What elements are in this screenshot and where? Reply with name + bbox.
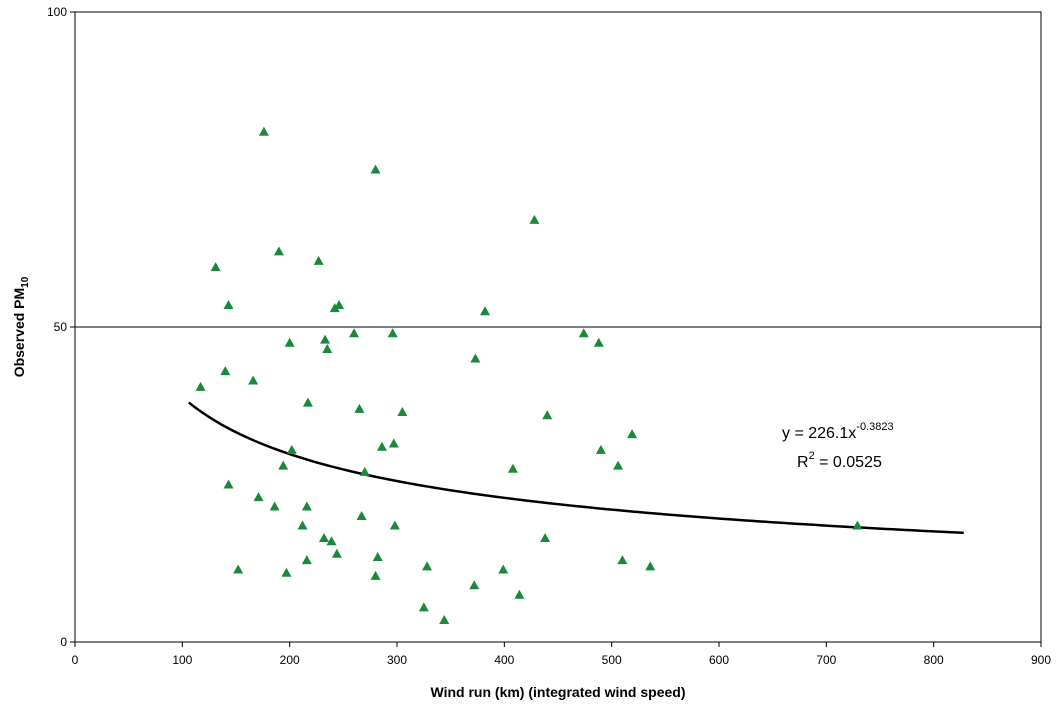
- data-point: [286, 444, 297, 454]
- data-point: [281, 567, 292, 577]
- data-point: [210, 262, 221, 272]
- data-point: [852, 520, 863, 530]
- x-tick-label: 800: [924, 653, 944, 667]
- data-point: [334, 299, 345, 309]
- data-point: [470, 353, 481, 363]
- data-point: [595, 444, 606, 454]
- x-tick-label: 400: [494, 653, 514, 667]
- data-point: [359, 466, 370, 476]
- y-tick-label: 0: [60, 635, 67, 649]
- data-point: [540, 533, 551, 543]
- x-tick-label: 600: [709, 653, 729, 667]
- data-point: [627, 429, 638, 439]
- data-point: [322, 344, 333, 354]
- data-point: [273, 246, 284, 256]
- data-point: [356, 511, 367, 520]
- data-point: [320, 334, 331, 344]
- y-tick-label: 100: [47, 5, 67, 19]
- r2-exponent: 2: [809, 450, 815, 462]
- data-point: [349, 328, 360, 338]
- data-point: [480, 306, 491, 316]
- data-point: [223, 299, 234, 309]
- x-tick-label: 100: [172, 653, 192, 667]
- data-point: [617, 555, 628, 565]
- data-point: [370, 164, 381, 174]
- trendline-r-squared: R2 = 0.0525: [797, 450, 882, 471]
- data-point: [301, 501, 312, 511]
- equation-base: y = 226.1x: [782, 425, 856, 442]
- data-point: [542, 410, 553, 420]
- x-axis-title: Wind run (km) (integrated wind speed): [431, 684, 686, 700]
- data-point: [388, 438, 399, 448]
- data-point: [507, 463, 518, 473]
- x-tick-label: 0: [72, 653, 79, 667]
- data-point: [387, 328, 398, 338]
- data-point: [469, 580, 480, 590]
- y-axis-title-main: Observed PM: [11, 288, 27, 377]
- data-point: [253, 492, 264, 502]
- trendline-equation: y = 226.1x-0.3823: [782, 421, 894, 442]
- data-point: [278, 460, 289, 470]
- x-tick-label: 300: [387, 653, 407, 667]
- data-point: [439, 614, 450, 624]
- data-point: [389, 520, 400, 530]
- data-point: [319, 533, 330, 543]
- y-axis-ticks: 0 50 100: [47, 5, 75, 649]
- data-point: [297, 520, 308, 530]
- data-point: [354, 403, 365, 413]
- data-point: [302, 397, 313, 407]
- power-trendline: [188, 401, 964, 535]
- data-point: [329, 303, 340, 313]
- data-point: [593, 337, 604, 347]
- data-point: [331, 548, 342, 558]
- x-tick-label: 900: [1031, 653, 1051, 667]
- data-point: [220, 366, 231, 376]
- data-point: [529, 214, 540, 224]
- x-tick-label: 500: [602, 653, 622, 667]
- data-point: [269, 501, 280, 511]
- data-point: [376, 441, 387, 451]
- equation-exponent: -0.3823: [856, 421, 893, 433]
- data-point: [498, 564, 509, 574]
- y-axis-title-subscript: 10: [20, 276, 31, 288]
- data-point: [326, 536, 337, 546]
- r2-value: = 0.0525: [815, 454, 882, 471]
- x-axis-ticks: 0 100 200 300 400 500 600 700 800 900: [72, 642, 1051, 667]
- data-point: [613, 460, 624, 470]
- x-tick-label: 200: [280, 653, 300, 667]
- data-point: [301, 555, 312, 565]
- data-point: [195, 381, 206, 391]
- data-point: [372, 551, 383, 561]
- data-point: [248, 375, 259, 385]
- x-tick-label: 700: [816, 653, 836, 667]
- data-points: [195, 126, 863, 624]
- data-point: [514, 589, 525, 599]
- data-point: [397, 407, 408, 417]
- data-point: [313, 255, 324, 265]
- r2-symbol: R: [797, 454, 809, 471]
- data-point: [223, 479, 234, 489]
- data-point: [418, 602, 429, 612]
- data-point: [370, 570, 381, 580]
- y-axis-title: Observed PM10: [11, 276, 31, 377]
- data-point: [578, 328, 589, 338]
- data-point: [258, 126, 269, 136]
- data-point: [233, 564, 244, 574]
- y-tick-label: 50: [54, 320, 68, 334]
- data-point: [645, 561, 656, 571]
- data-point: [284, 337, 295, 347]
- data-point: [422, 561, 433, 571]
